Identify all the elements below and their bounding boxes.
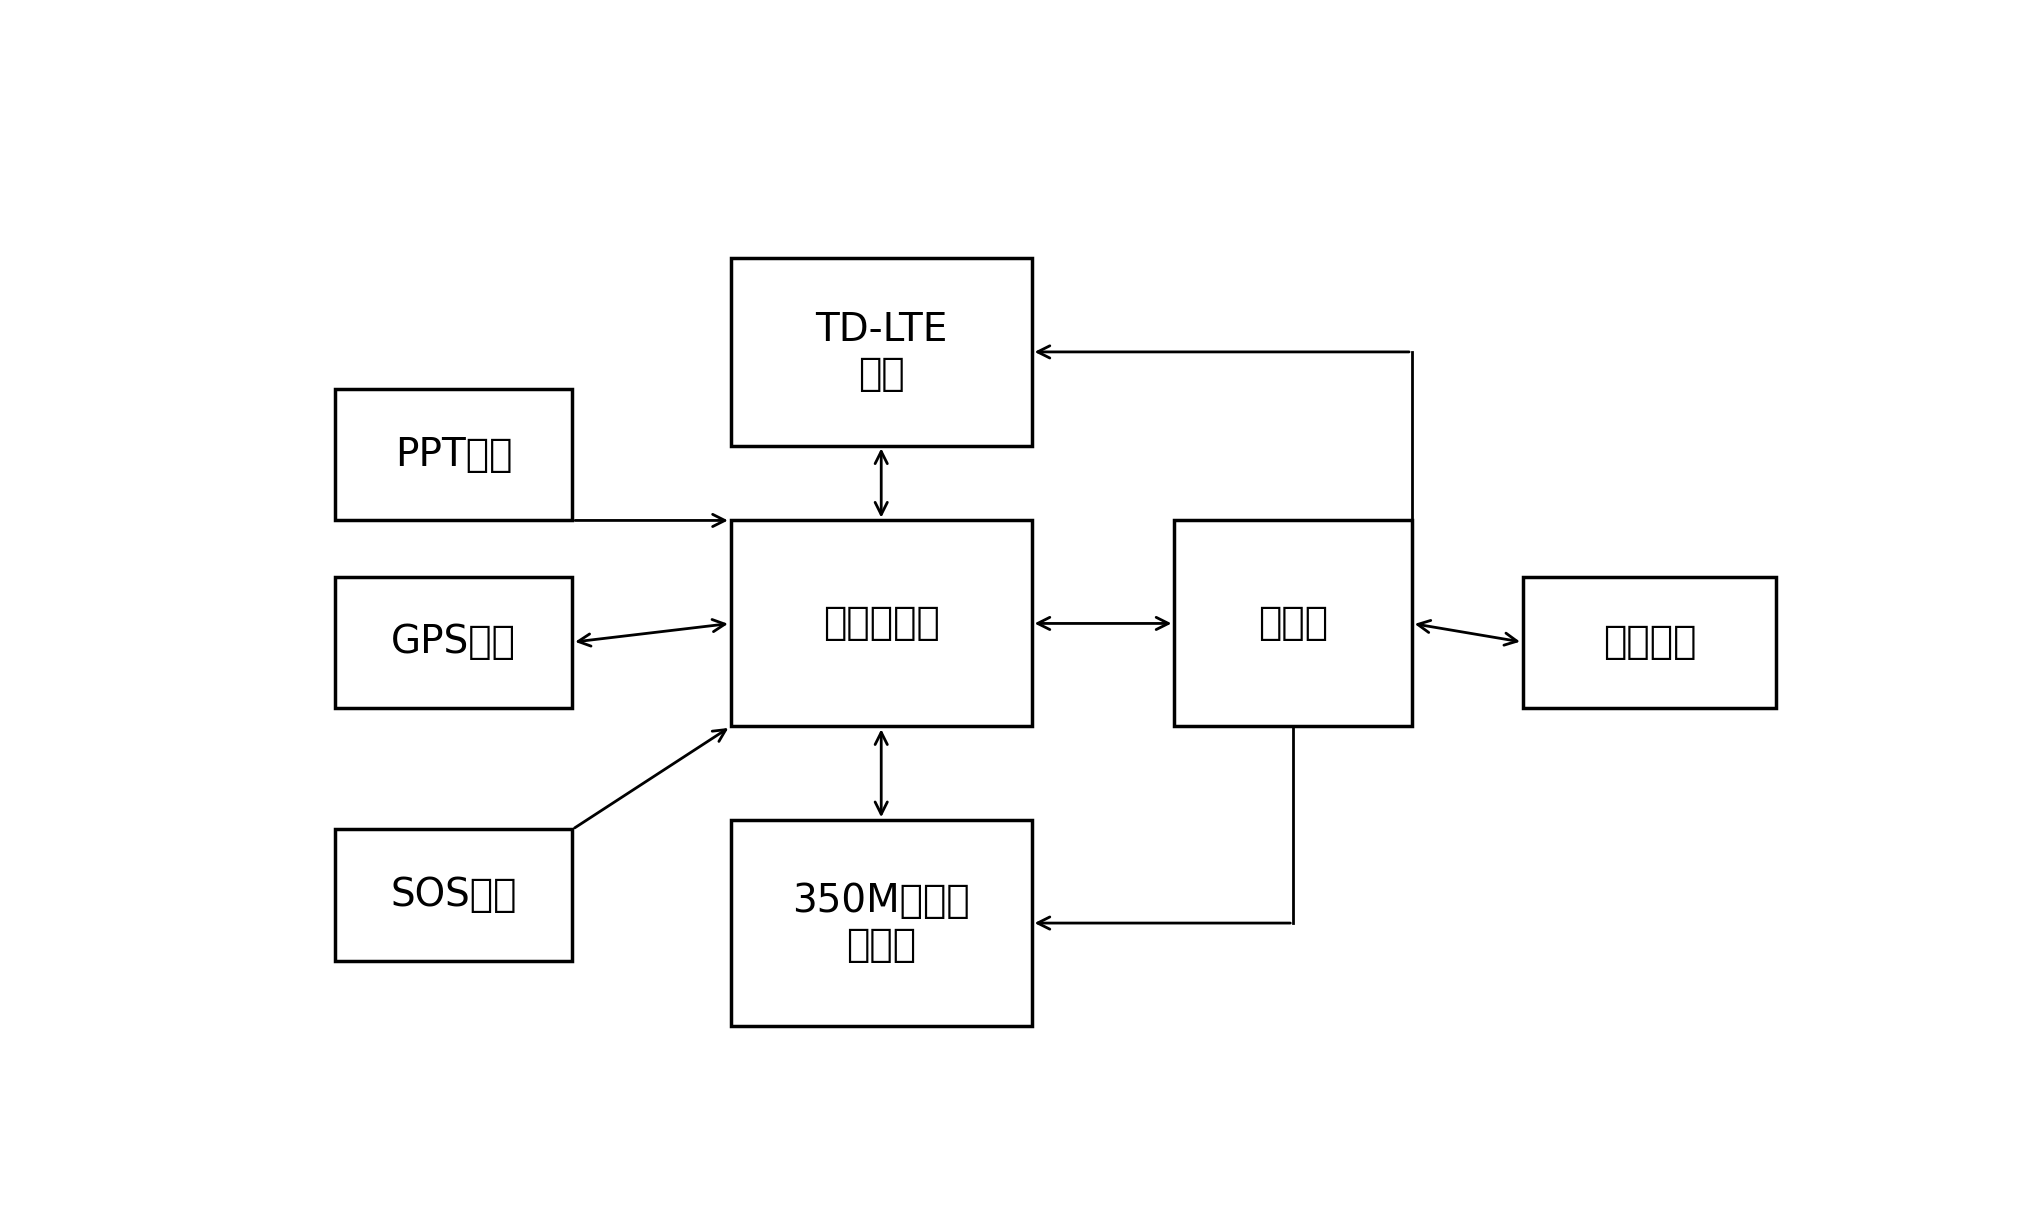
Bar [732, 820, 1032, 1026]
Text: 切换器: 切换器 [1257, 604, 1329, 642]
Bar [1173, 520, 1412, 726]
Bar [732, 520, 1032, 726]
Bar [335, 389, 572, 520]
Text: GPS模块: GPS模块 [390, 623, 515, 662]
Bar [335, 576, 572, 708]
Text: SOS按钮: SOS按钮 [390, 876, 517, 914]
Text: 350M模拟集
群模块: 350M模拟集 群模块 [793, 882, 971, 964]
Text: TD-LTE
模块: TD-LTE 模块 [816, 311, 948, 393]
Bar [1523, 576, 1776, 708]
Bar [732, 258, 1032, 445]
Bar [335, 829, 572, 961]
Text: PPT按钮: PPT按钮 [394, 435, 513, 474]
Text: 应用处理器: 应用处理器 [824, 604, 940, 642]
Text: 扬声设备: 扬声设备 [1602, 623, 1697, 662]
